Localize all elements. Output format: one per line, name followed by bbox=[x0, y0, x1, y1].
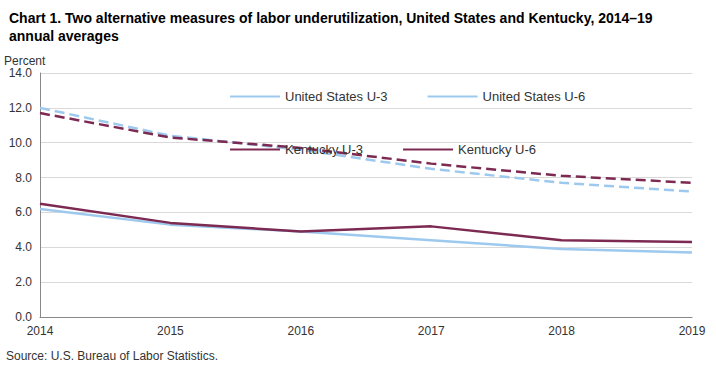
svg-text:12.0: 12.0 bbox=[9, 101, 33, 115]
svg-text:Kentucky U-6: Kentucky U-6 bbox=[458, 142, 536, 157]
svg-text:8.0: 8.0 bbox=[15, 171, 32, 185]
svg-text:United States U-3: United States U-3 bbox=[285, 89, 388, 104]
svg-text:2019: 2019 bbox=[679, 324, 706, 338]
svg-text:0.0: 0.0 bbox=[15, 310, 32, 324]
svg-text:6.0: 6.0 bbox=[15, 205, 32, 219]
svg-text:10.0: 10.0 bbox=[9, 136, 33, 150]
svg-text:Chart 1. Two alternative measu: Chart 1. Two alternative measures of lab… bbox=[9, 10, 657, 26]
svg-text:2014: 2014 bbox=[27, 324, 54, 338]
svg-text:Kentucky U-3: Kentucky U-3 bbox=[285, 142, 363, 157]
svg-text:2.0: 2.0 bbox=[15, 275, 32, 289]
svg-text:Source: U.S. Bureau of Labor S: Source: U.S. Bureau of Labor Statistics. bbox=[6, 349, 218, 363]
svg-text:2015: 2015 bbox=[157, 324, 184, 338]
svg-text:annual averages: annual averages bbox=[9, 28, 119, 44]
svg-text:14.0: 14.0 bbox=[9, 66, 33, 80]
svg-text:United States U-6: United States U-6 bbox=[483, 89, 586, 104]
svg-text:2018: 2018 bbox=[548, 324, 575, 338]
svg-text:Percent: Percent bbox=[4, 54, 46, 68]
svg-text:2017: 2017 bbox=[418, 324, 445, 338]
svg-text:4.0: 4.0 bbox=[15, 240, 32, 254]
svg-text:2016: 2016 bbox=[287, 324, 314, 338]
